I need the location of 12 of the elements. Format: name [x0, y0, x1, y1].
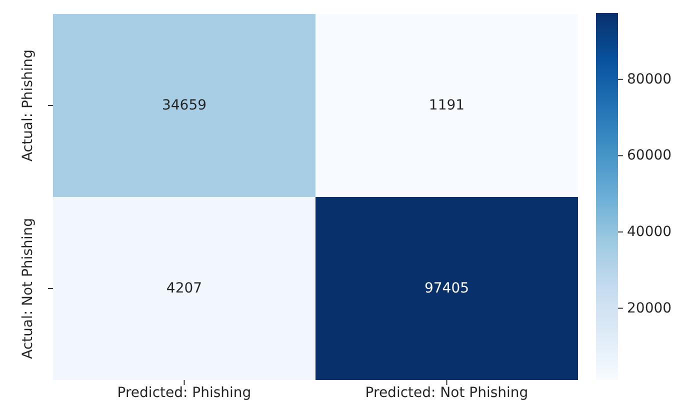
y-tick-label: Actual: Phishing — [20, 49, 36, 162]
data-label: 4207 — [166, 280, 202, 296]
data-label: 1191 — [428, 98, 465, 114]
y-tick-label: Actual: Not Phishing — [20, 218, 36, 360]
x-tick-label: Predicted: Not Phishing — [365, 384, 528, 401]
color-bar-label: 80000 — [627, 71, 672, 88]
color-bar-label: 60000 — [627, 148, 672, 164]
x-tick-label: Predicted: Phishing — [117, 384, 252, 401]
data-label: 97405 — [424, 280, 470, 296]
color-bar-label: 20000 — [627, 300, 672, 316]
data-label: 34659 — [162, 98, 207, 114]
color-bar-label: 40000 — [627, 224, 672, 240]
